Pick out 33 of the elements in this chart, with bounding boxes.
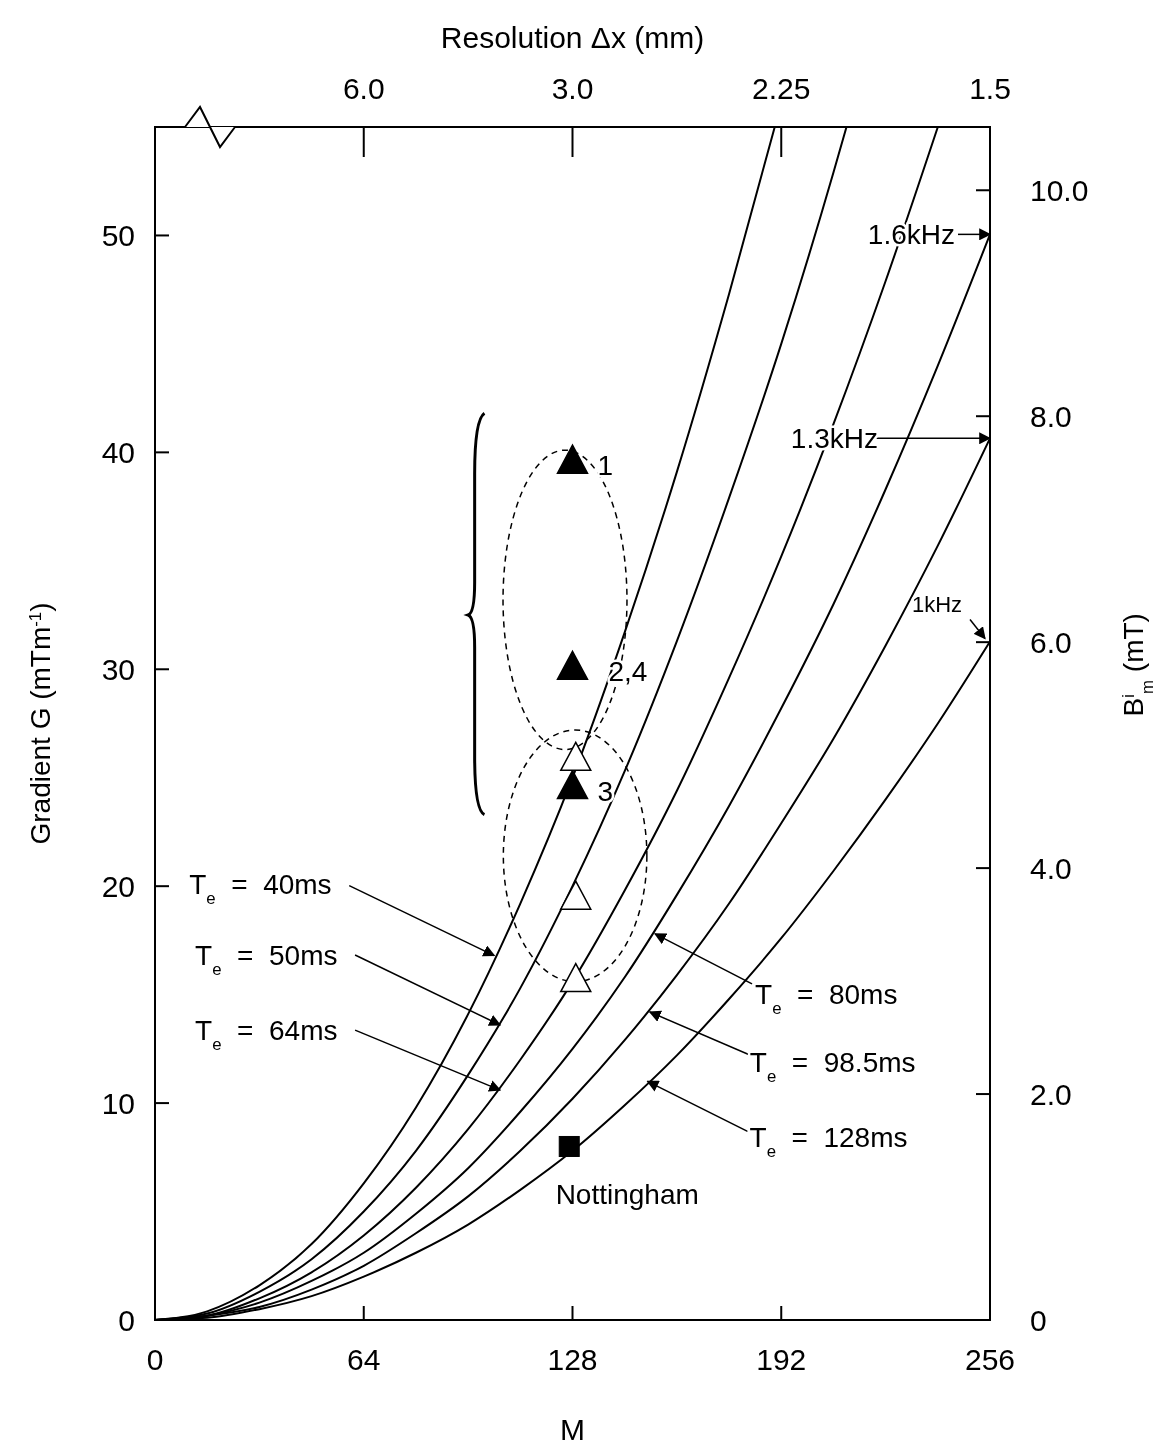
- y-tick-label: 10: [101, 1087, 135, 1121]
- text: 6.0: [342, 72, 385, 105]
- x-tick-label: 0: [146, 1343, 164, 1376]
- annotation: 3: [597, 775, 614, 807]
- x-axis-title: M: [560, 1413, 585, 1446]
- annotation: T$_{e}$ = 50ms: [195, 940, 338, 979]
- annotation: 1: [597, 450, 614, 482]
- text: 3.0: [551, 72, 594, 105]
- annotation: T$_{e}$ = 80ms: [755, 978, 898, 1018]
- annotation: Nottingham: [555, 1179, 699, 1211]
- y-tick-label: 40: [101, 436, 135, 470]
- y-tick-label: 0: [118, 1304, 135, 1337]
- y2-tick-label: 4.0: [1030, 852, 1072, 886]
- y2-tick-label: 2.0: [1030, 1078, 1072, 1112]
- y2-tick-label: 6.0: [1030, 626, 1072, 660]
- x-tick-label: 192: [756, 1343, 807, 1376]
- annotation: T$_{e}$ = 98.5ms: [749, 1046, 916, 1086]
- x2-axis-title: Resolution Δx (mm): [440, 21, 705, 54]
- y2-tick-label: 8.0: [1030, 400, 1072, 434]
- x-tick-label: 64: [347, 1343, 381, 1376]
- y2-tick-label: 0: [1030, 1304, 1047, 1337]
- y-tick-label: 50: [101, 219, 135, 253]
- text: 1.5: [969, 72, 1011, 105]
- annotation: 1kHz: [912, 591, 963, 617]
- annotation: T$_{e}$ = 128ms: [749, 1122, 908, 1161]
- x-tick-label: 128: [547, 1343, 598, 1376]
- y-tick-label: 30: [101, 653, 135, 687]
- annotation: T$_{e}$ = 40ms: [189, 868, 332, 908]
- text: 2.25: [752, 72, 811, 105]
- x-tick-label: 256: [964, 1343, 1016, 1376]
- y2-tick-label: 10.0: [1030, 174, 1089, 208]
- y-tick-label: 20: [101, 870, 135, 904]
- annotation: T$_{e}$ = 64ms: [195, 1015, 338, 1054]
